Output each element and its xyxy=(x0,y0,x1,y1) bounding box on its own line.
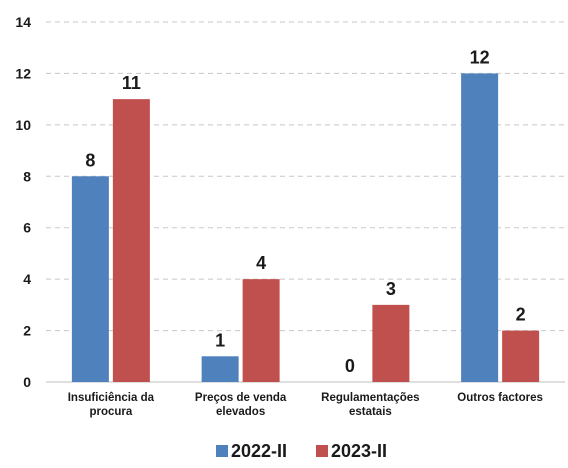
legend-swatch xyxy=(216,445,228,457)
y-tick-label: 0 xyxy=(23,374,31,390)
x-category-label: Preços de venda elevados xyxy=(195,392,287,418)
legend-label: 2022-II xyxy=(231,441,287,461)
y-tick-label: 10 xyxy=(15,117,31,133)
y-tick-label: 8 xyxy=(23,168,31,184)
data-label: 2 xyxy=(516,305,526,325)
data-label: 11 xyxy=(122,73,141,93)
bar-2022-ii xyxy=(461,73,499,382)
data-label: 8 xyxy=(85,150,95,170)
data-label: 12 xyxy=(470,47,490,67)
data-label: 3 xyxy=(386,279,396,299)
data-label: 4 xyxy=(256,253,266,273)
bar-2022-ii xyxy=(71,176,109,382)
data-label: 1 xyxy=(215,330,225,350)
bar-2023-ii xyxy=(502,330,540,382)
y-tick-label: 6 xyxy=(23,220,31,236)
legend: 2022-II 2023-II xyxy=(216,441,387,461)
x-category-label: Outros factores xyxy=(457,392,543,404)
bar-2023-ii xyxy=(372,304,410,382)
legend-swatch xyxy=(316,445,328,457)
bars xyxy=(71,73,540,383)
data-label: 0 xyxy=(345,356,355,376)
bar-2023-ii xyxy=(112,99,150,383)
x-category-label: Insuficiência da procura xyxy=(68,392,155,418)
bar-2022-ii xyxy=(201,356,239,382)
y-tick-label: 14 xyxy=(15,14,31,30)
x-category-label: Regulamentações estatais xyxy=(321,392,419,418)
y-tick-label: 2 xyxy=(23,323,31,339)
legend-label: 2023-II xyxy=(331,441,387,461)
y-axis-tick-labels: 0 2 4 6 8 10 12 14 xyxy=(15,14,31,390)
y-tick-label: 4 xyxy=(23,271,31,287)
y-tick-label: 12 xyxy=(15,65,31,81)
x-axis-category-labels: Insuficiência da procura Preços de venda el… xyxy=(68,392,543,418)
bar-2023-ii xyxy=(242,279,280,382)
